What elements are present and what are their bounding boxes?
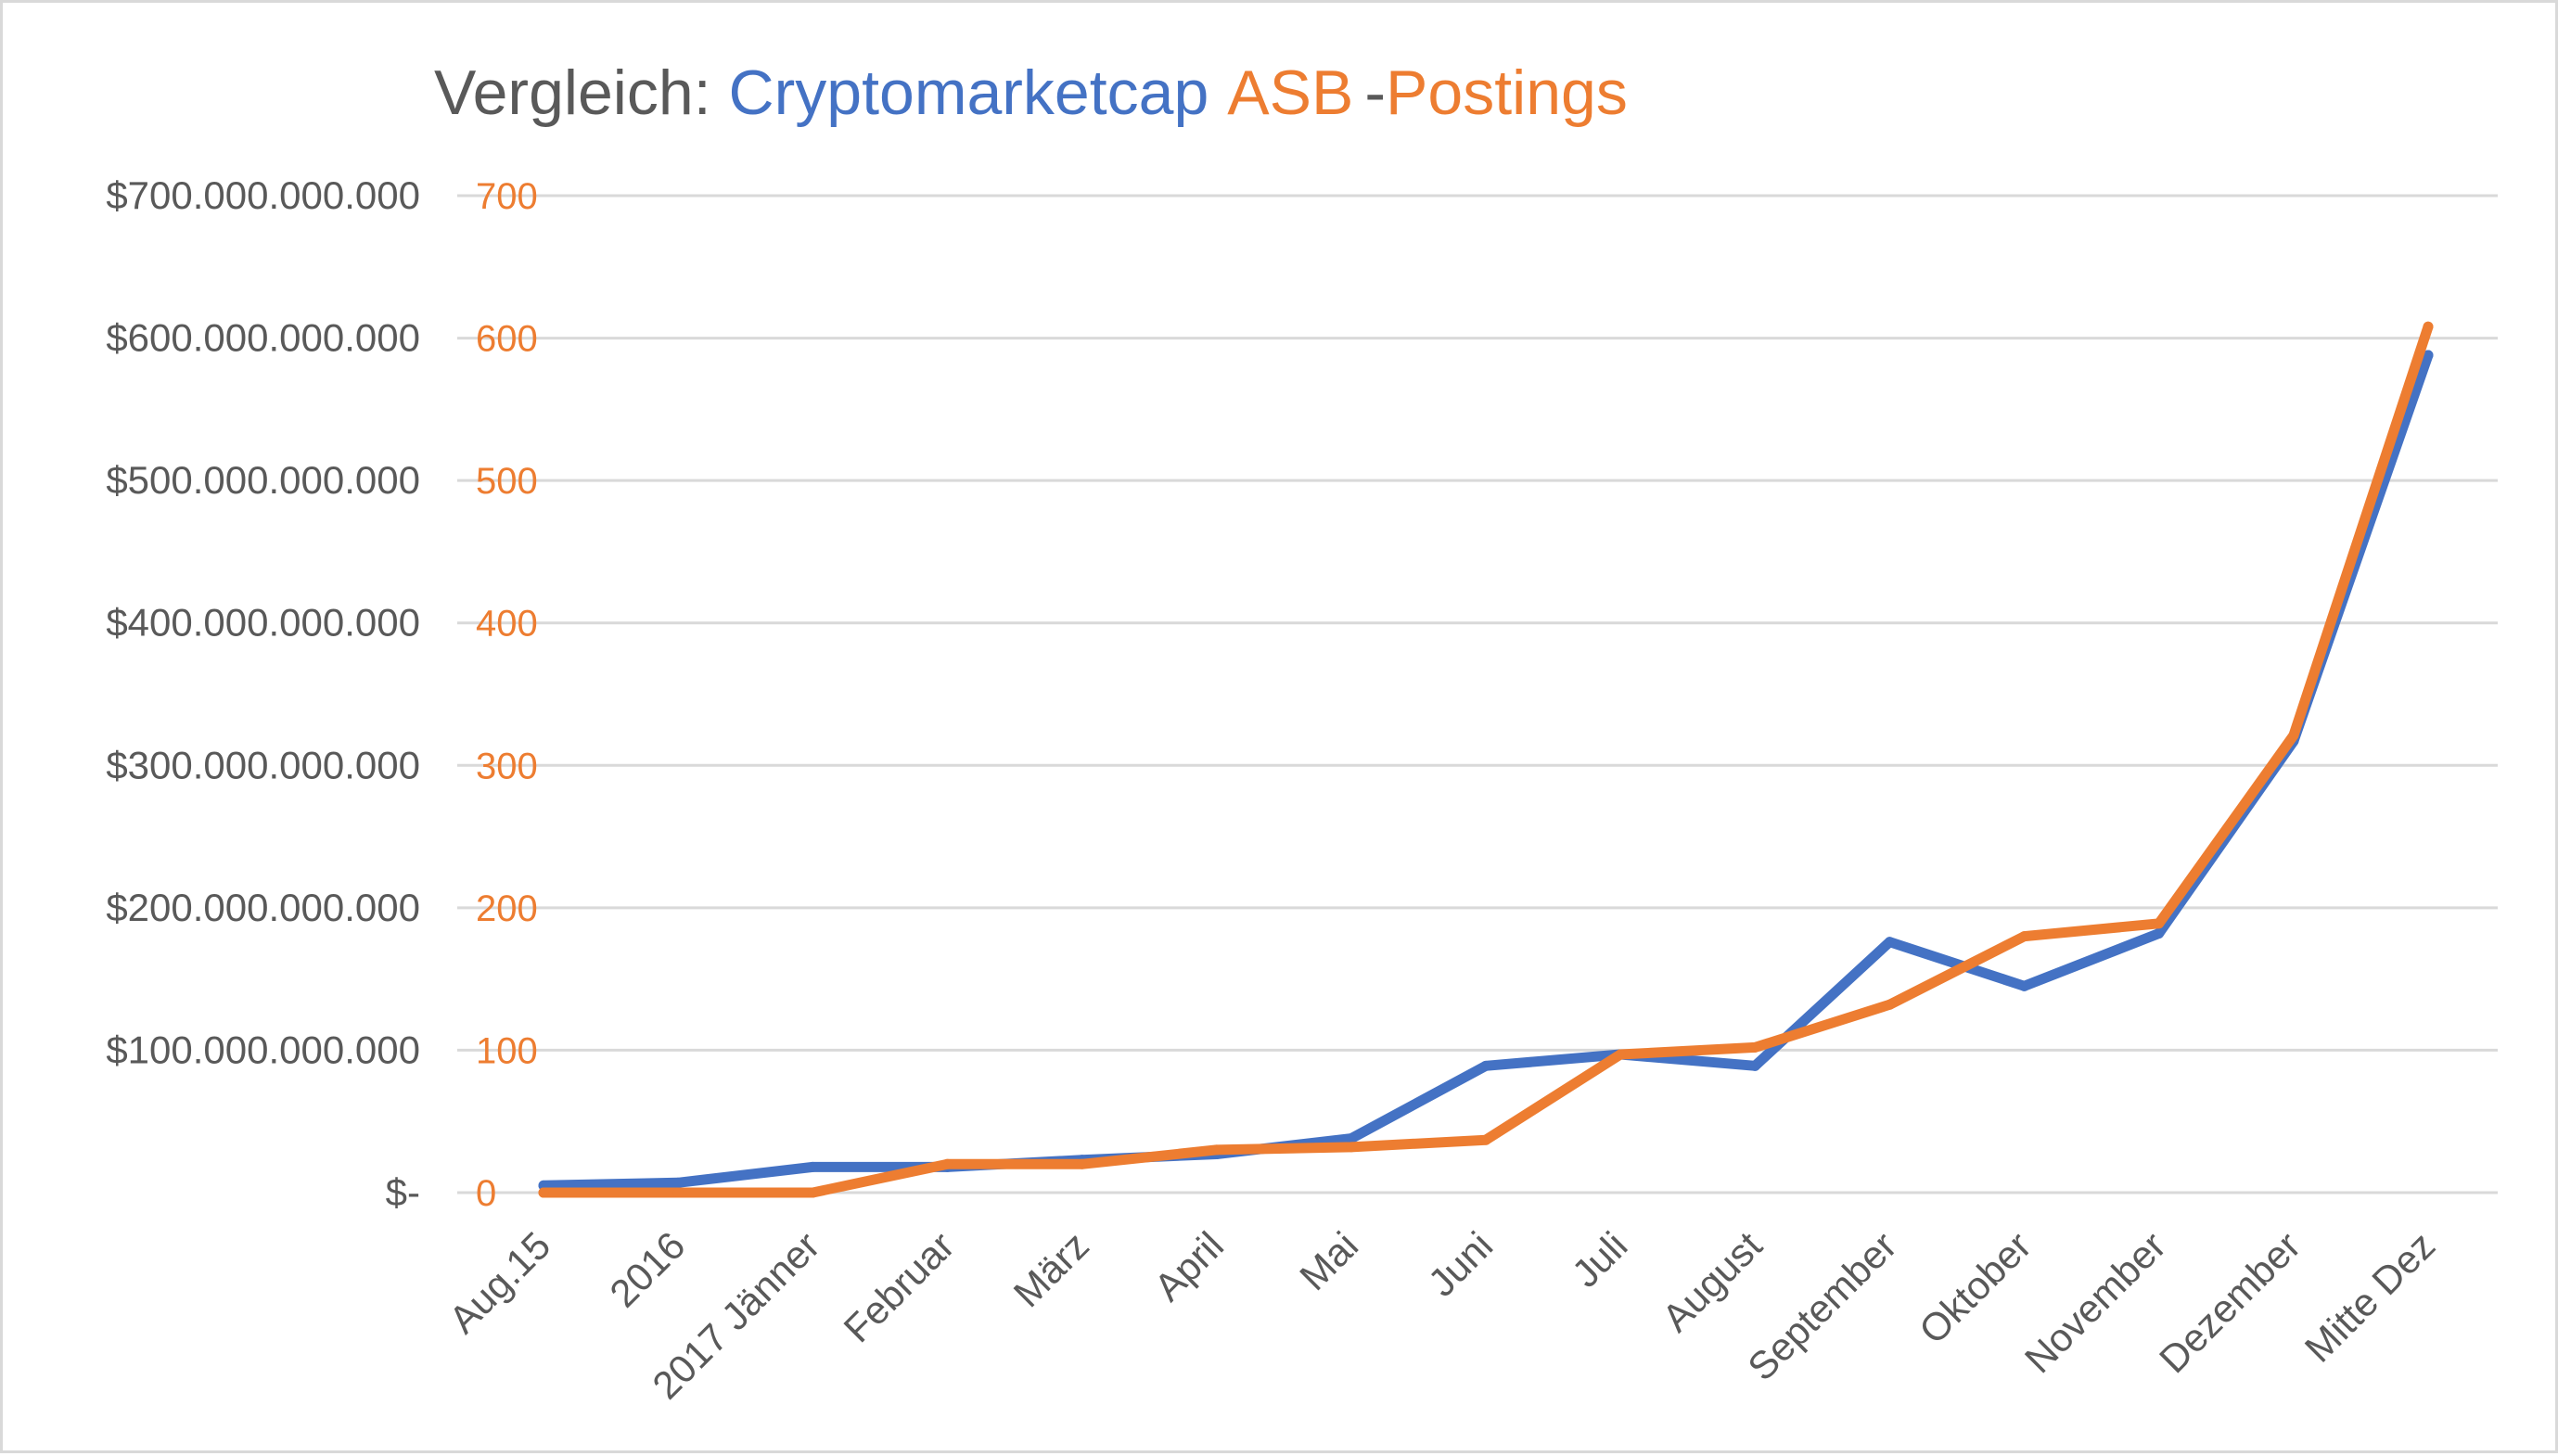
y-axis-right-ticks: 0 100 200 300 400 500 600 700 [476,176,538,1214]
data-point-series-2 [941,1158,953,1169]
y-tick-label-left: $700.000.000.000 [106,173,420,217]
y-tick-label-left: $- [386,1170,420,1214]
title-prefix: Vergleich: [434,57,729,128]
data-point-series-2 [1615,1049,1626,1060]
data-point-series-2 [2423,321,2434,332]
gridlines [457,194,2498,1194]
x-tick-label: Mitte Dez [2296,1223,2444,1371]
data-point-series-1 [1480,1060,1491,1071]
y-tick-label-left: $300.000.000.000 [106,743,420,786]
data-point-series-1 [1884,937,1895,948]
data-point-series-2 [2019,931,2030,942]
data-point-series-2 [1749,1041,1760,1053]
y-tick-label-right: 700 [476,176,538,217]
series-lines [538,321,2434,1198]
data-point-series-2 [2288,730,2299,741]
x-tick-label: 2016 [601,1223,693,1315]
data-point-series-1 [2019,980,2030,991]
y-tick-label-left: $200.000.000.000 [106,886,420,929]
data-point-series-1 [2423,350,2434,361]
x-tick-label: Dezember [2151,1223,2309,1381]
y-tick-label-right: 100 [476,1030,538,1071]
chart-canvas: Vergleich: Cryptomarketcap ASB -Postings $… [106,57,2498,1408]
x-tick-label: Juni [1420,1223,1502,1305]
x-tick-label: Oktober [1911,1223,2040,1352]
data-point-series-2 [538,1187,549,1198]
y-tick-label-right: 300 [476,746,538,786]
x-tick-label: März [1005,1223,1097,1315]
data-point-series-1 [672,1177,684,1188]
data-point-series-2 [1077,1158,1088,1169]
x-tick-label: Juli [1564,1223,1636,1296]
y-tick-label-right: 200 [476,888,538,929]
title-separator: - [1364,57,1386,128]
data-point-series-1 [2154,928,2165,939]
data-point-series-1 [1749,1060,1760,1071]
y-axis-left-ticks: $- $100.000.000.000 $200.000.000.000 $300.0… [106,173,420,1214]
data-point-series-2 [672,1187,684,1198]
data-point-series-2 [1884,999,1895,1010]
x-tick-label: August [1654,1223,1771,1340]
data-point-series-1 [807,1161,818,1172]
y-tick-label-right: 400 [476,604,538,645]
title-series2-b: Postings [1386,57,1628,128]
data-point-series-2 [807,1187,818,1198]
x-tick-label: April [1145,1223,1232,1309]
x-tick-label: Mai [1291,1223,1366,1298]
x-tick-label: Februar [836,1223,963,1350]
y-tick-label-left: $500.000.000.000 [106,458,420,502]
data-point-series-2 [1346,1142,1357,1153]
y-tick-label-right: 500 [476,461,538,502]
y-tick-label-right: 600 [476,319,538,360]
x-tick-label: Aug.15 [441,1223,558,1341]
title-series1: Cryptomarketcap [729,57,1209,128]
y-tick-label-right: 0 [476,1173,496,1214]
data-point-series-2 [1480,1134,1491,1145]
y-tick-label-left: $100.000.000.000 [106,1028,420,1071]
y-tick-label-left: $400.000.000.000 [106,601,420,645]
x-tick-label: November [2016,1223,2174,1381]
data-point-series-2 [1211,1144,1222,1156]
data-point-series-1 [1346,1133,1357,1144]
chart-title: Vergleich: Cryptomarketcap ASB -Postings [434,57,1628,128]
title-series2-a: ASB [1227,57,1353,128]
y-tick-label-left: $600.000.000.000 [106,316,420,360]
data-point-series-2 [2154,918,2165,929]
